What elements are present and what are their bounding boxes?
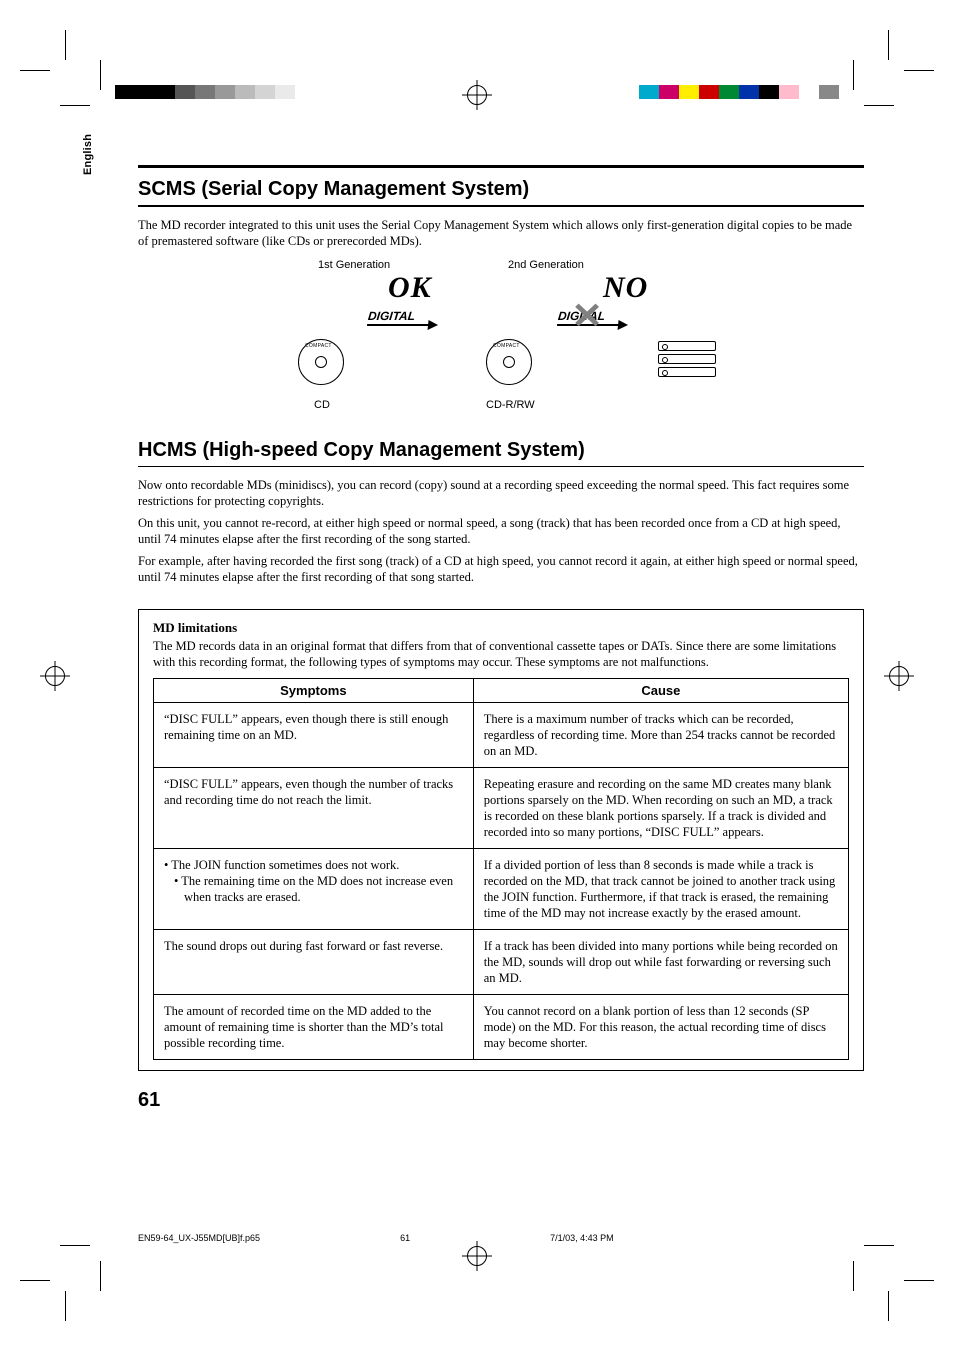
- disc-brand-label: COMPACT: [493, 343, 520, 349]
- crop-mark: [864, 1245, 894, 1246]
- table-row: “DISC FULL” appears, even though there i…: [154, 703, 849, 768]
- md-limitations-heading: MD limitations: [153, 620, 849, 636]
- scms-intro: The MD recorder integrated to this unit …: [138, 217, 864, 249]
- symptom-cell: • The JOIN function sometimes does not w…: [154, 849, 474, 930]
- footer-timestamp: 7/1/03, 4:43 PM: [550, 1233, 614, 1243]
- crop-mark: [888, 1291, 889, 1321]
- swatch: [659, 85, 679, 99]
- symptom-list-item: • The JOIN function sometimes does not w…: [164, 857, 463, 873]
- symptom-list-item: • The remaining time on the MD does not …: [164, 873, 463, 905]
- table-row: “DISC FULL” appears, even though the num…: [154, 768, 849, 849]
- crop-mark: [60, 1245, 90, 1246]
- crop-mark: [20, 70, 50, 71]
- crop-mark: [904, 1280, 934, 1281]
- cause-cell: If a divided portion of less than 8 seco…: [473, 849, 848, 930]
- crop-mark: [100, 1261, 101, 1291]
- swatch: [639, 85, 659, 99]
- cdr-disc-icon: COMPACT: [486, 339, 532, 385]
- horizontal-rule: [138, 165, 864, 168]
- color-swatch-bar: [639, 85, 839, 99]
- swatch: [175, 85, 195, 99]
- swatch: [699, 85, 719, 99]
- cd-caption: CD: [314, 399, 330, 411]
- swatch: [135, 85, 155, 99]
- page-content: English SCMS (Serial Copy Management Sys…: [100, 165, 864, 1221]
- swatch: [275, 85, 295, 99]
- swatch: [115, 85, 135, 99]
- symptoms-table: Symptoms Cause “DISC FULL” appears, even…: [153, 678, 849, 1060]
- horizontal-rule: [138, 205, 864, 207]
- crop-mark: [904, 70, 934, 71]
- swatch: [235, 85, 255, 99]
- crop-mark: [864, 105, 894, 106]
- swatch: [779, 85, 799, 99]
- crop-mark: [100, 60, 101, 90]
- page-number: 61: [138, 1089, 864, 1112]
- disc-brand-label: COMPACT: [305, 343, 332, 349]
- swatch: [819, 85, 839, 99]
- horizontal-rule: [138, 466, 864, 468]
- crop-mark: [888, 30, 889, 60]
- swatch: [255, 85, 275, 99]
- registration-target-icon: [889, 666, 909, 686]
- registration-target-icon: [467, 1246, 487, 1266]
- md-stack-icon: [658, 341, 716, 380]
- table-row: The sound drops out during fast forward …: [154, 930, 849, 995]
- scms-heading: SCMS (Serial Copy Management System): [138, 178, 864, 201]
- greyscale-swatch-bar: [115, 85, 315, 99]
- footer-page: 61: [400, 1233, 410, 1243]
- crop-mark: [60, 105, 90, 106]
- registration-target-icon: [45, 666, 65, 686]
- crop-mark: [65, 1291, 66, 1321]
- crop-mark: [20, 1280, 50, 1281]
- swatch: [759, 85, 779, 99]
- hcms-p1: Now onto recordable MDs (minidiscs), you…: [138, 477, 864, 509]
- column-header-symptoms: Symptoms: [154, 679, 474, 703]
- symptom-cell: “DISC FULL” appears, even though the num…: [154, 768, 474, 849]
- hcms-heading: HCMS (High-speed Copy Management System): [138, 439, 864, 462]
- column-header-cause: Cause: [473, 679, 848, 703]
- swatch: [679, 85, 699, 99]
- swatch: [215, 85, 235, 99]
- scms-diagram: 1st Generation 2nd Generation OK NO DIGI…: [138, 259, 864, 429]
- cause-cell: Repeating erasure and recording on the s…: [473, 768, 848, 849]
- table-row: • The JOIN function sometimes does not w…: [154, 849, 849, 930]
- crop-mark: [65, 30, 66, 60]
- md-limitations-box: MD limitations The MD records data in an…: [138, 609, 864, 1071]
- swatch: [155, 85, 175, 99]
- md-limitations-intro: The MD records data in an original forma…: [153, 638, 849, 670]
- footer-filename: EN59-64_UX-J55MD[UB]f.p65: [138, 1233, 260, 1243]
- symptom-cell: The sound drops out during fast forward …: [154, 930, 474, 995]
- symptom-cell: “DISC FULL” appears, even though there i…: [154, 703, 474, 768]
- cdrrw-caption: CD-R/RW: [486, 399, 535, 411]
- cd-disc-icon: COMPACT: [298, 339, 344, 385]
- swatch: [195, 85, 215, 99]
- ok-label: OK: [388, 271, 432, 305]
- registration-target-icon: [467, 85, 487, 105]
- cause-cell: There is a maximum number of tracks whic…: [473, 703, 848, 768]
- cause-cell: You cannot record on a blank portion of …: [473, 995, 848, 1060]
- hcms-p2: On this unit, you cannot re-record, at e…: [138, 515, 864, 547]
- swatch: [295, 85, 315, 99]
- table-row: The amount of recorded time on the MD ad…: [154, 995, 849, 1060]
- cause-cell: If a track has been divided into many po…: [473, 930, 848, 995]
- no-label: NO: [603, 271, 648, 305]
- swatch: [719, 85, 739, 99]
- crop-mark: [853, 1261, 854, 1291]
- swatch: [799, 85, 819, 99]
- hcms-p3: For example, after having recorded the f…: [138, 553, 864, 585]
- digital-label-1: DIGITAL: [367, 309, 416, 323]
- crop-mark: [853, 60, 854, 90]
- language-tab: English: [82, 134, 94, 175]
- generation-1-label: 1st Generation: [318, 259, 390, 271]
- swatch: [739, 85, 759, 99]
- generation-2-label: 2nd Generation: [508, 259, 584, 271]
- footer-meta: EN59-64_UX-J55MD[UB]f.p65 61 7/1/03, 4:4…: [138, 1233, 614, 1243]
- cross-icon: ✕: [571, 295, 603, 337]
- symptom-cell: The amount of recorded time on the MD ad…: [154, 995, 474, 1060]
